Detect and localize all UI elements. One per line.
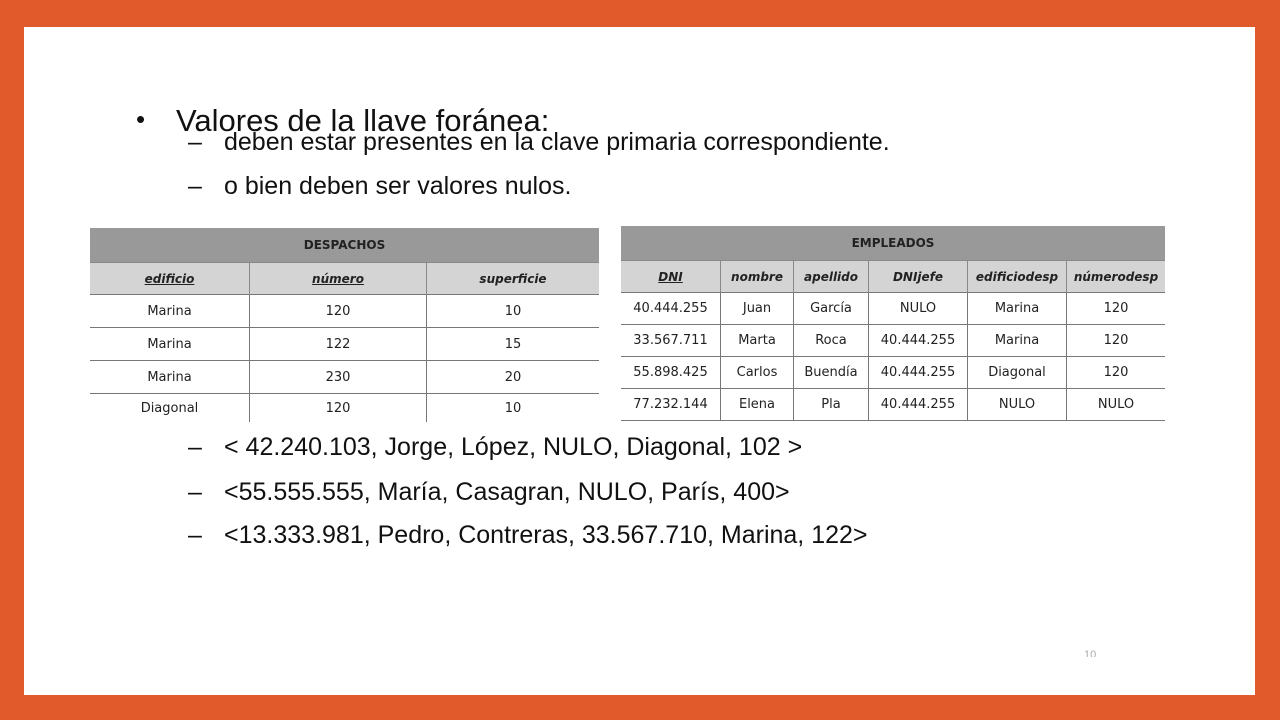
table-row: 55.898.425 Carlos Buendía 40.444.255 Dia… bbox=[621, 356, 1165, 389]
cell: Roca bbox=[793, 324, 869, 357]
cell: 40.444.255 bbox=[868, 356, 968, 389]
cell: 120 bbox=[1066, 324, 1165, 357]
cell: Juan bbox=[720, 292, 794, 325]
cell: 40.444.255 bbox=[621, 292, 721, 325]
cell: 120 bbox=[1066, 292, 1165, 325]
cell: 230 bbox=[249, 360, 427, 394]
empleados-table: EMPLEADOS DNI nombre apellido DNIjefe ed… bbox=[621, 226, 1165, 421]
col-header-apellido: apellido bbox=[793, 260, 869, 293]
col-header-superficie: superficie bbox=[426, 262, 599, 295]
cell: NULO bbox=[1066, 388, 1165, 421]
cell: 10 bbox=[426, 294, 599, 328]
dash-marker: – bbox=[188, 128, 202, 156]
dash-marker: – bbox=[188, 478, 202, 506]
despachos-table: DESPACHOS edificio número superficie Mar… bbox=[90, 228, 599, 422]
dash-marker: – bbox=[188, 521, 202, 549]
cell: 55.898.425 bbox=[621, 356, 721, 389]
example-1-text: < 42.240.103, Jorge, López, NULO, Diagon… bbox=[224, 433, 803, 461]
cell: Marina bbox=[967, 324, 1067, 357]
cell: Pla bbox=[793, 388, 869, 421]
table-row: 77.232.144 Elena Pla 40.444.255 NULO NUL… bbox=[621, 388, 1165, 421]
cell: 40.444.255 bbox=[868, 388, 968, 421]
col-header-edificio: edificio bbox=[90, 262, 250, 295]
cell: 15 bbox=[426, 327, 599, 361]
cell: NULO bbox=[868, 292, 968, 325]
cell: 33.567.711 bbox=[621, 324, 721, 357]
sub-bullet-1-text: deben estar presentes en la clave primar… bbox=[224, 128, 890, 156]
cell: Marina bbox=[967, 292, 1067, 325]
sub-bullet-2-text: o bien deben ser valores nulos. bbox=[224, 172, 572, 200]
cell: 120 bbox=[249, 393, 427, 422]
col-header-numerodesp: númerodesp bbox=[1066, 260, 1165, 293]
col-header-nombre: nombre bbox=[720, 260, 794, 293]
page-number: 10 bbox=[1084, 649, 1097, 657]
table-row: 33.567.711 Marta Roca 40.444.255 Marina … bbox=[621, 324, 1165, 357]
bullet-main-text: Valores de la llave foránea: bbox=[176, 103, 550, 138]
cell: 120 bbox=[249, 294, 427, 328]
despachos-header-row: edificio número superficie bbox=[90, 262, 599, 295]
example-2-text: <55.555.555, María, Casagran, NULO, Parí… bbox=[224, 478, 790, 506]
table-row: 40.444.255 Juan García NULO Marina 120 bbox=[621, 292, 1165, 325]
col-header-numero: número bbox=[249, 262, 427, 295]
cell: Diagonal bbox=[90, 393, 250, 422]
cell: Diagonal bbox=[967, 356, 1067, 389]
cell: 122 bbox=[249, 327, 427, 361]
slide: • Valores de la llave foránea: – deben e… bbox=[24, 27, 1255, 695]
cell: Marina bbox=[90, 327, 250, 361]
example-3-text: <13.333.981, Pedro, Contreras, 33.567.71… bbox=[224, 521, 868, 549]
cell: 77.232.144 bbox=[621, 388, 721, 421]
cell: Marina bbox=[90, 294, 250, 328]
col-header-edificiodesp: edificiodesp bbox=[967, 260, 1067, 293]
cell: 40.444.255 bbox=[868, 324, 968, 357]
dash-marker: – bbox=[188, 433, 202, 461]
cell: García bbox=[793, 292, 869, 325]
bullet-dot: • bbox=[136, 104, 146, 134]
cell: Carlos bbox=[720, 356, 794, 389]
cell: 120 bbox=[1066, 356, 1165, 389]
despachos-title: DESPACHOS bbox=[90, 228, 599, 263]
table-row: Diagonal 120 10 bbox=[90, 393, 599, 422]
dash-marker: – bbox=[188, 172, 202, 200]
empleados-header-row: DNI nombre apellido DNIjefe edificiodesp… bbox=[621, 260, 1165, 293]
cell: Marina bbox=[90, 360, 250, 394]
cell: 10 bbox=[426, 393, 599, 422]
col-header-dni: DNI bbox=[621, 260, 721, 293]
cell: Marta bbox=[720, 324, 794, 357]
table-row: Marina 120 10 bbox=[90, 294, 599, 328]
cell: 20 bbox=[426, 360, 599, 394]
cell: Elena bbox=[720, 388, 794, 421]
col-header-dnijefe: DNIjefe bbox=[868, 260, 968, 293]
cell: Buendía bbox=[793, 356, 869, 389]
table-row: Marina 122 15 bbox=[90, 327, 599, 361]
empleados-title: EMPLEADOS bbox=[621, 226, 1165, 261]
cell: NULO bbox=[967, 388, 1067, 421]
table-row: Marina 230 20 bbox=[90, 360, 599, 394]
